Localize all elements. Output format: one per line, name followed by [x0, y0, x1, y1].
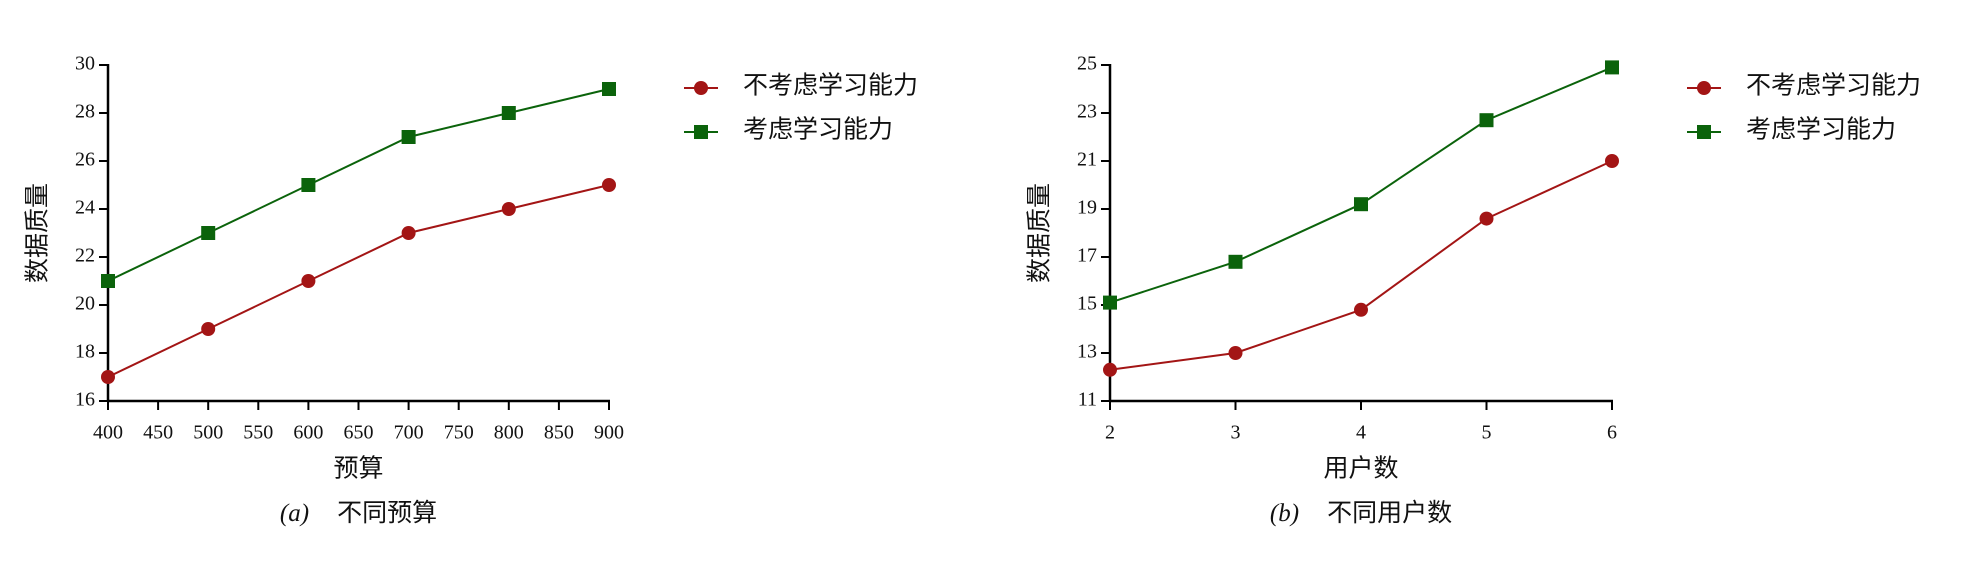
y-axis-label: 数据质量: [1026, 183, 1054, 283]
marker: [1103, 362, 1117, 377]
y-tick-label: 21: [1077, 149, 1097, 171]
marker: [501, 202, 516, 216]
y-tick-label: 23: [1077, 101, 1097, 123]
x-tick-label: 700: [394, 422, 424, 444]
marker: [602, 82, 616, 96]
marker: [1228, 254, 1243, 269]
marker: [1479, 113, 1494, 128]
marker: [301, 178, 316, 192]
y-axis-label: 数据质量: [24, 183, 52, 283]
y-tick-label: 28: [75, 101, 95, 123]
marker: [101, 274, 115, 288]
legend-label: 不考虑学习能力: [1746, 72, 1921, 100]
x-tick-label: 400: [93, 422, 123, 444]
x-axis-label: 预算: [333, 455, 383, 483]
legend-marker: [1697, 81, 1711, 95]
y-tick-label: 20: [75, 293, 95, 315]
marker: [401, 130, 416, 144]
y-tick-label: 18: [75, 341, 95, 363]
y-tick-label: 25: [1077, 53, 1097, 75]
x-tick-label: 3: [1231, 422, 1241, 444]
x-tick-label: 5: [1482, 422, 1492, 444]
x-tick-label: 450: [143, 422, 173, 444]
y-tick-label: 13: [1077, 341, 1097, 363]
y-tick-label: 19: [1077, 197, 1097, 219]
legend-marker: [1697, 125, 1711, 139]
marker: [201, 226, 216, 240]
legend-marker: [694, 125, 708, 139]
marker: [1228, 346, 1243, 360]
caption-text: 不同预算: [337, 499, 437, 527]
chart: 16 18 20 22 24 26 28 30 400 450 500 550 600 650 700 750…: [24, 53, 918, 527]
caption: (b) 不同用户数: [1270, 499, 1452, 527]
y-tick-label: 26: [75, 149, 95, 171]
x-tick-label: 800: [494, 422, 524, 444]
x-tick-label: 4: [1356, 422, 1366, 444]
x-tick-label: 550: [243, 422, 273, 444]
y-tick-label: 15: [1077, 293, 1097, 315]
series-line: [107, 88, 610, 282]
legend-label: 考虑学习能力: [743, 116, 893, 144]
caption-label: (a): [280, 500, 309, 527]
legend-label: 不考虑学习能力: [743, 72, 918, 100]
x-tick-label: 6: [1607, 422, 1617, 444]
legend-marker: [694, 81, 708, 95]
marker: [1354, 302, 1368, 317]
y-tick-label: 17: [1077, 245, 1097, 267]
series-line: [1109, 160, 1613, 371]
marker: [1605, 154, 1619, 168]
caption-label: (b): [1270, 500, 1299, 527]
marker: [201, 322, 216, 336]
y-tick-label: 24: [75, 197, 95, 219]
series-line: [107, 184, 610, 378]
marker: [301, 274, 316, 288]
x-tick-label: 600: [293, 422, 323, 444]
x-tick-label: 850: [544, 422, 574, 444]
marker: [602, 178, 616, 192]
marker: [1103, 295, 1117, 310]
marker: [101, 370, 115, 384]
x-axis-label: 用户数: [1323, 455, 1398, 483]
x-tick-label: 500: [193, 422, 223, 444]
series-line: [1109, 66, 1613, 304]
x-tick-label: 2: [1105, 422, 1115, 444]
y-tick-label: 16: [75, 389, 95, 411]
x-tick-label: 900: [594, 422, 624, 444]
y-tick-label: 30: [75, 53, 95, 75]
legend-label: 考虑学习能力: [1746, 116, 1896, 144]
marker: [1605, 60, 1619, 75]
caption: (a) 不同预算: [280, 499, 437, 527]
x-tick-label: 650: [344, 422, 374, 444]
caption-text: 不同用户数: [1327, 499, 1452, 527]
marker: [1354, 197, 1368, 212]
marker: [501, 106, 516, 120]
x-tick-label: 750: [444, 422, 474, 444]
y-tick-label: 22: [75, 245, 95, 267]
marker: [1479, 211, 1494, 226]
marker: [401, 226, 416, 240]
y-tick-label: 11: [1078, 389, 1097, 411]
